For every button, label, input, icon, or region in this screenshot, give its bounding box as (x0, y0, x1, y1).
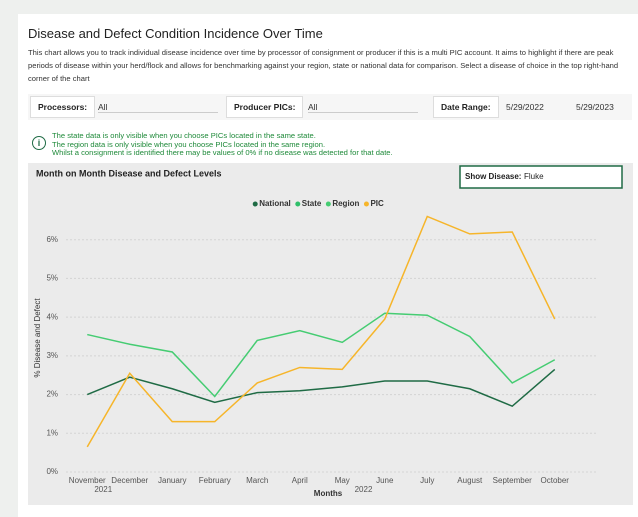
processors-label: Processors: (30, 96, 96, 118)
x-tick-label: October (541, 476, 570, 485)
x-tick-label: January (158, 476, 186, 485)
year-label: 2021 (94, 485, 112, 494)
y-tick-label: 0% (46, 467, 58, 476)
disease-label: Show Disease: (465, 172, 521, 181)
legend-label: Region (332, 199, 359, 208)
date-to[interactable]: 5/29/2023 (576, 102, 614, 112)
chart-title: Month on Month Disease and Defect Levels (36, 168, 222, 178)
title: Disease and Defect Condition Incidence O… (28, 26, 323, 41)
y-tick-label: 3% (46, 351, 58, 360)
x-axis-label: Months (314, 489, 343, 498)
x-tick-label: November (69, 476, 106, 485)
note: Whilst a consignment is identified there… (52, 148, 393, 157)
disease-value: Fluke (524, 172, 544, 181)
y-axis-label: % Disease and Defect (33, 298, 42, 378)
legend-marker (252, 201, 258, 207)
x-tick-label: February (199, 476, 231, 485)
disease-select[interactable] (459, 165, 623, 189)
info-icon: i (32, 136, 46, 150)
legend-label: State (302, 199, 322, 208)
y-tick-label: 4% (46, 312, 58, 321)
x-tick-label: March (246, 476, 268, 485)
x-tick-label: December (111, 476, 148, 485)
x-tick-label: May (335, 476, 350, 485)
chart: Month on Month Disease and Defect Levels… (28, 163, 633, 505)
y-tick-label: 6% (46, 235, 58, 244)
y-tick-label: 5% (46, 274, 58, 283)
y-tick-label: 2% (46, 390, 58, 399)
year-label: 2022 (355, 485, 373, 494)
pics-label: Producer PICs: (226, 96, 304, 118)
legend-marker (295, 201, 301, 207)
filter-bar: Processors: All Producer PICs: All Date … (28, 94, 632, 120)
notes: The state data is only visible when you … (52, 131, 393, 158)
x-tick-label: June (376, 476, 394, 485)
note: The state data is only visible when you … (52, 131, 316, 140)
line-series (87, 312, 556, 398)
note: The region data is only visible when you… (52, 139, 326, 149)
legend-marker (363, 201, 369, 207)
date-from[interactable]: 5/29/2022 (506, 102, 544, 112)
y-tick-label: 1% (46, 428, 58, 437)
processors-select[interactable]: All (98, 102, 218, 113)
description: This chart allows you to track individua… (28, 48, 619, 83)
legend-marker (325, 201, 331, 207)
legend-label: National (259, 199, 291, 208)
x-tick-label: September (493, 476, 532, 485)
line-series (86, 215, 556, 448)
date-label: Date Range: (433, 96, 499, 118)
legend-label: PIC (370, 199, 384, 208)
x-tick-label: August (457, 476, 483, 485)
x-tick-label: April (292, 476, 308, 485)
line-series (86, 368, 556, 408)
x-tick-label: July (420, 476, 434, 485)
pics-select[interactable]: All (308, 102, 418, 113)
